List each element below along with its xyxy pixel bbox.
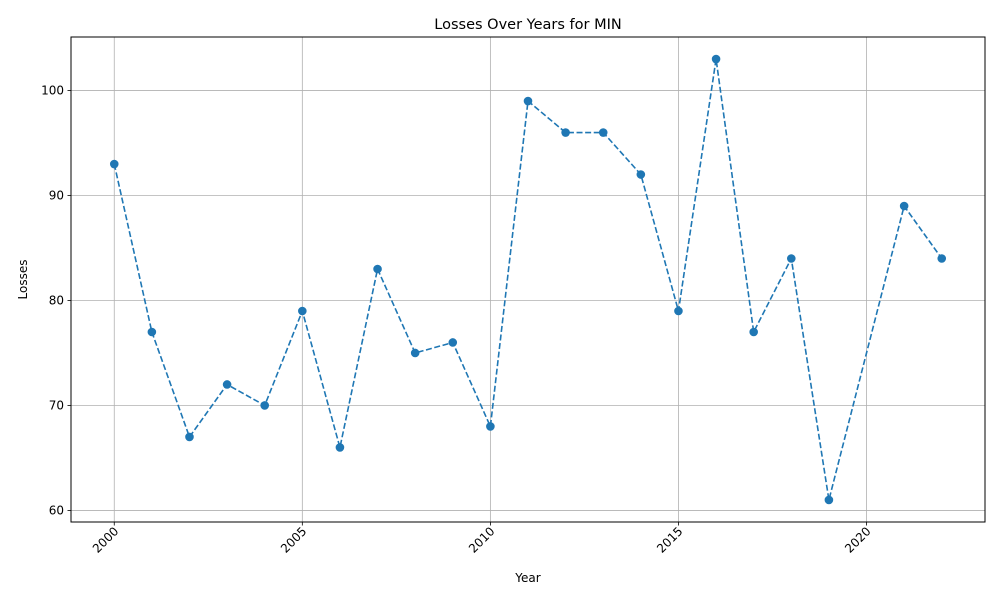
plot-frame (70, 36, 986, 523)
data-point (410, 348, 420, 358)
grid (71, 37, 985, 522)
data-point (185, 432, 194, 442)
data-point (298, 306, 307, 316)
data-point (674, 306, 683, 316)
data-point (486, 422, 495, 431)
data-point (109, 159, 119, 169)
data-point (824, 495, 834, 505)
y-tick-label: 90 (49, 189, 64, 203)
y-tick-label: 60 (49, 504, 64, 518)
y-tick-label: 100 (41, 84, 64, 98)
data-point (147, 327, 157, 337)
series-line (113, 58, 943, 501)
data-point (561, 128, 570, 137)
data-point (448, 338, 458, 347)
x-axis-title: Year (514, 571, 540, 585)
y-tick-label: 80 (49, 294, 64, 308)
data-point (373, 264, 382, 274)
data-point (786, 254, 796, 263)
data-point (636, 170, 646, 179)
data-point (937, 254, 947, 263)
data-point (335, 443, 345, 452)
data-point (523, 96, 533, 106)
data-point (711, 54, 721, 64)
chart-title: Losses Over Years for MIN (434, 17, 621, 33)
data-point (260, 401, 270, 410)
data-point (222, 380, 232, 389)
data-point (899, 201, 909, 211)
y-axis-ticks: 60 70 80 90 100 (41, 84, 71, 518)
y-axis-title: Losses (16, 260, 30, 300)
y-tick-label: 70 (49, 399, 64, 413)
series-losses (109, 54, 947, 505)
data-point (749, 327, 758, 337)
data-point (598, 128, 608, 137)
